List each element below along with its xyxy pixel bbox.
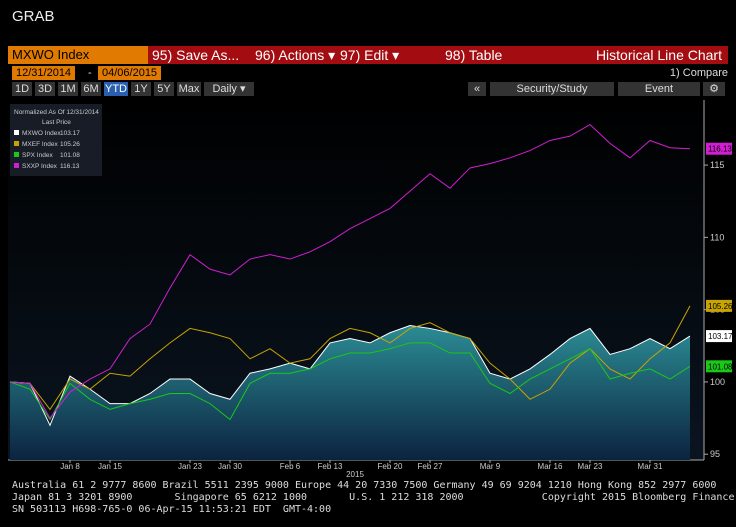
start-date[interactable]: 12/31/2014	[12, 66, 76, 80]
y-tick-label: 110	[710, 232, 724, 242]
menu-bar	[8, 46, 728, 64]
value-tag	[706, 299, 732, 312]
legend-label: MXWO Index	[22, 130, 61, 137]
series-line	[9, 325, 691, 427]
legend-value: 105.26	[60, 141, 80, 148]
y-tick-label: 100	[710, 377, 725, 387]
period-button[interactable]: 5Y	[154, 82, 174, 96]
period-button[interactable]: 1Y	[131, 82, 151, 96]
legend-label: SPX Index	[22, 152, 53, 159]
frequency-dropdown[interactable]: Daily ▾	[204, 82, 254, 96]
legend-value: 103.17	[60, 130, 80, 137]
value-tag-label: 101.08	[708, 362, 733, 371]
series-area	[10, 325, 690, 460]
value-tag	[706, 360, 732, 373]
compare-button[interactable]: 1) Compare	[669, 67, 728, 79]
window-title: GRAB	[12, 8, 55, 25]
series-line	[9, 123, 691, 419]
legend-swatch	[14, 163, 19, 168]
legend-swatch	[14, 141, 19, 146]
period-button[interactable]: YTD	[104, 82, 128, 96]
security-field[interactable]: MXWO Index	[8, 46, 148, 64]
view-title: Historical Line Chart	[595, 47, 722, 63]
footer-line: Australia 61 2 9777 8600 Brazil 5511 239…	[12, 480, 717, 491]
x-tick-label: Feb 20	[378, 462, 403, 471]
footer-line: Japan 81 3 3201 8900 Singapore 65 6212 1…	[12, 492, 736, 503]
legend-swatch	[14, 130, 19, 135]
x-tick-label: Mar 16	[538, 462, 563, 471]
x-tick-label: Mar 23	[578, 462, 603, 471]
legend-subtitle: Last Price	[42, 119, 71, 126]
x-tick-label: Mar 31	[638, 462, 663, 471]
footer-line: SN 503113 H698-765-0 06-Apr-15 11:53:21 …	[12, 504, 332, 515]
menu-button[interactable]: 95) Save As...	[152, 47, 240, 63]
legend-value: 101.08	[60, 152, 80, 159]
value-tag-label: 116.13	[708, 145, 732, 154]
x-tick-label: Jan 8	[60, 462, 80, 471]
end-date[interactable]: 04/06/2015	[98, 66, 162, 80]
y-tick-label: 115	[710, 160, 724, 170]
legend-value: 116.13	[60, 163, 80, 170]
x-tick-label: Feb 13	[318, 462, 343, 471]
year-label: 2015	[346, 470, 364, 479]
event-button[interactable]: Event	[618, 82, 700, 96]
menu-button[interactable]: 97) Edit ▾	[340, 47, 400, 63]
period-button[interactable]: 3D	[35, 82, 55, 96]
legend-swatch	[14, 152, 19, 157]
legend-box	[10, 104, 102, 176]
legend-label: MXEF Index	[22, 141, 59, 148]
settings-button[interactable]: ⚙	[703, 82, 725, 96]
date-separator: -	[88, 67, 92, 79]
period-button[interactable]: 1D	[12, 82, 32, 96]
collapse-button[interactable]: «	[468, 82, 486, 96]
x-tick-label: Jan 30	[218, 462, 243, 471]
series-line	[9, 305, 691, 411]
legend-label: SXXP Index	[22, 163, 58, 170]
x-tick-label: Jan 23	[178, 462, 203, 471]
period-button[interactable]: 6M	[81, 82, 101, 96]
value-tag-label: 103.17	[708, 332, 733, 341]
menu-button[interactable]: 98) Table	[445, 47, 503, 63]
x-tick-label: Mar 9	[480, 462, 501, 471]
period-button[interactable]: Max	[177, 82, 201, 96]
period-button[interactable]: 1M	[58, 82, 78, 96]
legend-title: Normalized As Of 12/31/2014	[14, 109, 99, 116]
x-tick-label: Feb 6	[280, 462, 301, 471]
study-button[interactable]: Security/Study	[490, 82, 614, 96]
menu-button[interactable]: 96) Actions ▾	[255, 47, 336, 63]
value-tag	[706, 330, 732, 343]
x-tick-label: Jan 15	[98, 462, 123, 471]
series-line	[9, 342, 691, 421]
y-tick-label: 95	[710, 449, 720, 459]
x-tick-label: Feb 27	[418, 462, 443, 471]
value-tag-label: 105.26	[708, 302, 733, 311]
value-tag	[706, 142, 732, 155]
